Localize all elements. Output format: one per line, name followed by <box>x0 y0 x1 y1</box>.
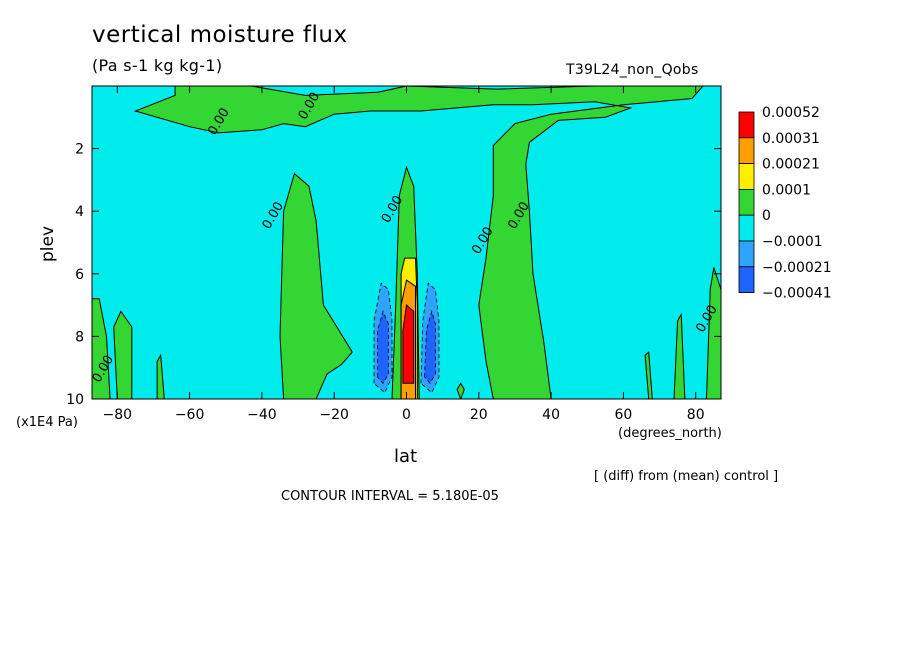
y-axis-unit: (x1E4 Pa) <box>16 415 78 430</box>
legend-swatch-0 <box>738 111 755 139</box>
contour-region-14 <box>377 310 389 384</box>
legend-swatch-6 <box>738 266 755 293</box>
legend-label-5: −0.0001 <box>762 234 823 250</box>
contour-region-16 <box>424 309 436 384</box>
color-legend: 0.00052 0.00031 0.00021 0.0001 0 −0.0001 −0.00… <box>738 105 832 302</box>
contour-interval: CONTOUR INTERVAL = 5.180E-05 <box>281 489 499 504</box>
contour-region-0 <box>133 86 704 399</box>
x-tick-label-2: −40 <box>247 407 277 423</box>
y-tick-label-2: 6 <box>75 267 84 283</box>
contour-region-7 <box>644 351 653 399</box>
legend-swatch-5 <box>738 240 755 268</box>
legend-label-1: 0.00031 <box>762 131 820 147</box>
x-tick-label-6: 40 <box>542 407 560 423</box>
contour-regions <box>92 86 721 399</box>
legend-label-bottom: −0.00041 <box>762 286 832 302</box>
contour-region-3 <box>92 298 111 399</box>
legend-swatch-3 <box>738 188 755 216</box>
legend-swatch-2 <box>738 163 755 190</box>
x-tick-label-5: 20 <box>470 407 488 423</box>
legend-label-4: 0 <box>762 208 771 224</box>
y-tick-label-3: 8 <box>75 329 84 345</box>
x-tick-label-7: 60 <box>614 407 632 423</box>
contour-region-4 <box>113 310 133 399</box>
legend-label-0: 0.00052 <box>762 105 820 121</box>
x-axis-label: lat <box>394 446 418 467</box>
legend-label-6: −0.00021 <box>762 260 832 276</box>
y-tick-label-0: 2 <box>75 142 84 158</box>
x-tick-label-8: 80 <box>687 407 705 423</box>
y-axis-label: plev <box>38 226 58 262</box>
legend-swatch-4 <box>738 214 755 242</box>
x-tick-label-0: −80 <box>103 407 133 423</box>
run-name: T39L24_non_Qobs <box>566 62 699 78</box>
legend-label-3: 0.0001 <box>762 182 811 198</box>
legend-label-2: 0.00021 <box>762 157 820 173</box>
contour-region-12 <box>402 304 415 384</box>
x-axis-unit: (degrees_north) <box>618 426 722 441</box>
chart-title: vertical moisture flux <box>92 22 348 48</box>
x-tick-label-4: 0 <box>402 407 411 423</box>
legend-swatch-1 <box>738 137 755 165</box>
x-axis-ticks: −80 −60 −40 −20 0 20 40 60 80 <box>103 86 705 423</box>
contour-region-6 <box>456 382 465 399</box>
chart-units: (Pa s-1 kg kg-1) <box>92 56 223 75</box>
y-axis-ticks: 2 4 6 8 10 <box>66 142 721 408</box>
contour-region-8 <box>673 312 686 399</box>
difference-note: [ (diff) from (mean) control ] <box>594 469 779 484</box>
y-tick-label-4: 10 <box>66 392 84 408</box>
y-tick-label-1: 4 <box>75 204 84 220</box>
contour-region-1 <box>279 172 353 399</box>
x-tick-label-1: −60 <box>175 407 205 423</box>
x-tick-label-3: −20 <box>319 407 349 423</box>
contour-region-5 <box>156 353 165 399</box>
contour-region-9 <box>705 267 721 399</box>
